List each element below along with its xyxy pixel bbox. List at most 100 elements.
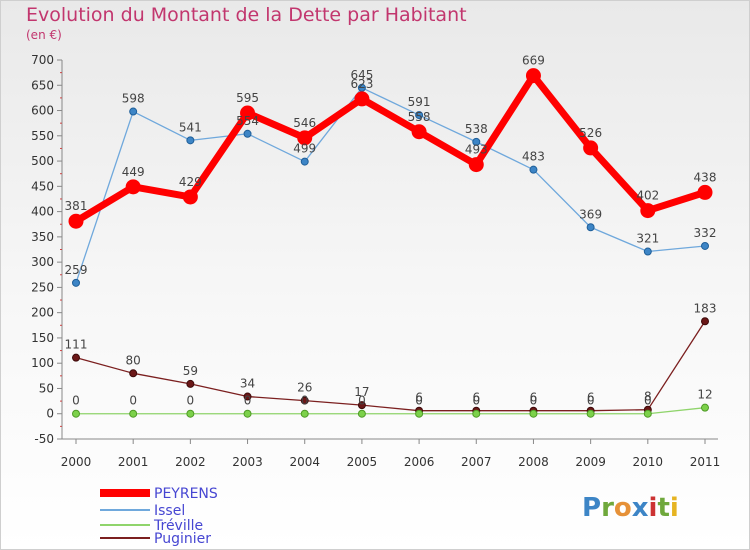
data-point <box>72 409 80 418</box>
data-label: 0 <box>72 394 80 408</box>
y-tick-label: 150 <box>31 331 54 345</box>
data-point <box>243 129 252 138</box>
data-label: 645 <box>350 68 373 82</box>
logo-text: Proxiti <box>582 493 679 523</box>
data-label: 12 <box>697 388 712 402</box>
data-label: 0 <box>415 394 423 408</box>
data-label: 526 <box>579 126 602 140</box>
data-point <box>643 247 652 256</box>
data-point <box>701 241 709 250</box>
data-label: 541 <box>179 120 202 134</box>
data-labels: 111 80 59 34 26 17 6 6 6 6 8 183 0 0 0 0 0 0 0 0 0 0 0 12 259 598… <box>65 54 717 408</box>
data-point <box>300 409 309 418</box>
legend-label-puginier: Puginier <box>154 531 211 547</box>
data-label: 493 <box>465 143 488 157</box>
y-tick-label: -50 <box>34 432 54 446</box>
data-point <box>300 157 309 166</box>
data-label: 321 <box>636 232 659 246</box>
x-tick-label: 2001 <box>118 455 149 469</box>
data-label: 0 <box>244 394 252 408</box>
data-label: 591 <box>408 95 431 109</box>
data-label: 623 <box>350 77 373 91</box>
data-point <box>243 409 252 418</box>
y-tick-label: 400 <box>31 205 54 219</box>
data-label: 538 <box>465 122 488 136</box>
x-tick-label: 2011 <box>690 455 721 469</box>
data-point <box>72 278 80 287</box>
data-label: 546 <box>293 116 316 130</box>
data-point <box>354 91 370 107</box>
data-label: 0 <box>301 394 309 408</box>
data-label: 6 <box>415 391 423 405</box>
y-tick-label: 350 <box>31 230 54 244</box>
data-label: 669 <box>522 54 545 68</box>
data-label: 332 <box>694 226 717 240</box>
legend-label-tréville: Tréville <box>153 518 203 534</box>
legend-label-peyrens: PEYRENS <box>154 486 218 502</box>
data-label: 402 <box>636 189 659 203</box>
data-label: 183 <box>694 301 717 315</box>
data-point <box>68 213 84 229</box>
data-point <box>186 136 195 145</box>
data-point <box>529 165 538 174</box>
data-point <box>472 409 481 418</box>
data-label: 80 <box>126 353 141 367</box>
data-label: 111 <box>65 338 88 352</box>
data-point <box>529 409 538 418</box>
data-point <box>182 189 198 205</box>
data-point <box>129 107 138 116</box>
data-label: 381 <box>65 199 88 213</box>
data-label: 6 <box>530 391 538 405</box>
data-point <box>297 130 313 146</box>
data-point <box>415 111 424 120</box>
data-point <box>586 409 595 418</box>
series-line-issel <box>75 87 706 284</box>
y-tick-label: 200 <box>31 306 54 320</box>
series-line-tréville <box>75 407 706 415</box>
data-point <box>186 409 195 418</box>
data-label: 0 <box>129 394 137 408</box>
data-point <box>129 409 138 418</box>
data-label: 554 <box>236 114 259 128</box>
data-label: 595 <box>236 91 259 105</box>
data-label: 34 <box>240 377 255 391</box>
data-point <box>583 140 599 156</box>
data-point <box>72 353 80 362</box>
data-label: 259 <box>65 263 88 277</box>
data-label: 0 <box>530 394 538 408</box>
y-tick-label: 300 <box>31 255 54 269</box>
y-tick-label: 0 <box>46 407 54 421</box>
data-point <box>472 137 481 146</box>
data-label: 598 <box>122 92 145 106</box>
data-label: 6 <box>472 391 480 405</box>
y-tick-label: 650 <box>31 78 54 92</box>
data-point <box>125 179 141 195</box>
data-label: 499 <box>293 142 316 156</box>
data-label: 558 <box>408 110 431 124</box>
data-label: 17 <box>354 385 369 399</box>
data-point <box>186 379 195 388</box>
y-tick-label: 450 <box>31 179 54 193</box>
data-label: 6 <box>587 391 595 405</box>
x-tick-label: 2010 <box>633 455 664 469</box>
y-tick-label: 500 <box>31 154 54 168</box>
x-tick-label: 2006 <box>404 455 435 469</box>
series-line-peyrens <box>72 72 709 225</box>
data-point <box>643 409 652 418</box>
x-tick-label: 2009 <box>575 455 606 469</box>
axes: -500501001502002503003504004505005506006… <box>31 53 720 469</box>
data-point <box>357 401 366 410</box>
x-tick-label: 2000 <box>61 455 92 469</box>
y-tick-label: 250 <box>31 280 54 294</box>
y-tick-label: 600 <box>31 104 54 118</box>
data-point <box>243 392 252 401</box>
data-label: 483 <box>522 150 545 164</box>
data-label: 0 <box>187 394 195 408</box>
data-point <box>415 409 424 418</box>
y-tick-label: 50 <box>39 381 54 395</box>
data-point <box>357 83 366 92</box>
data-label: 8 <box>644 390 652 404</box>
